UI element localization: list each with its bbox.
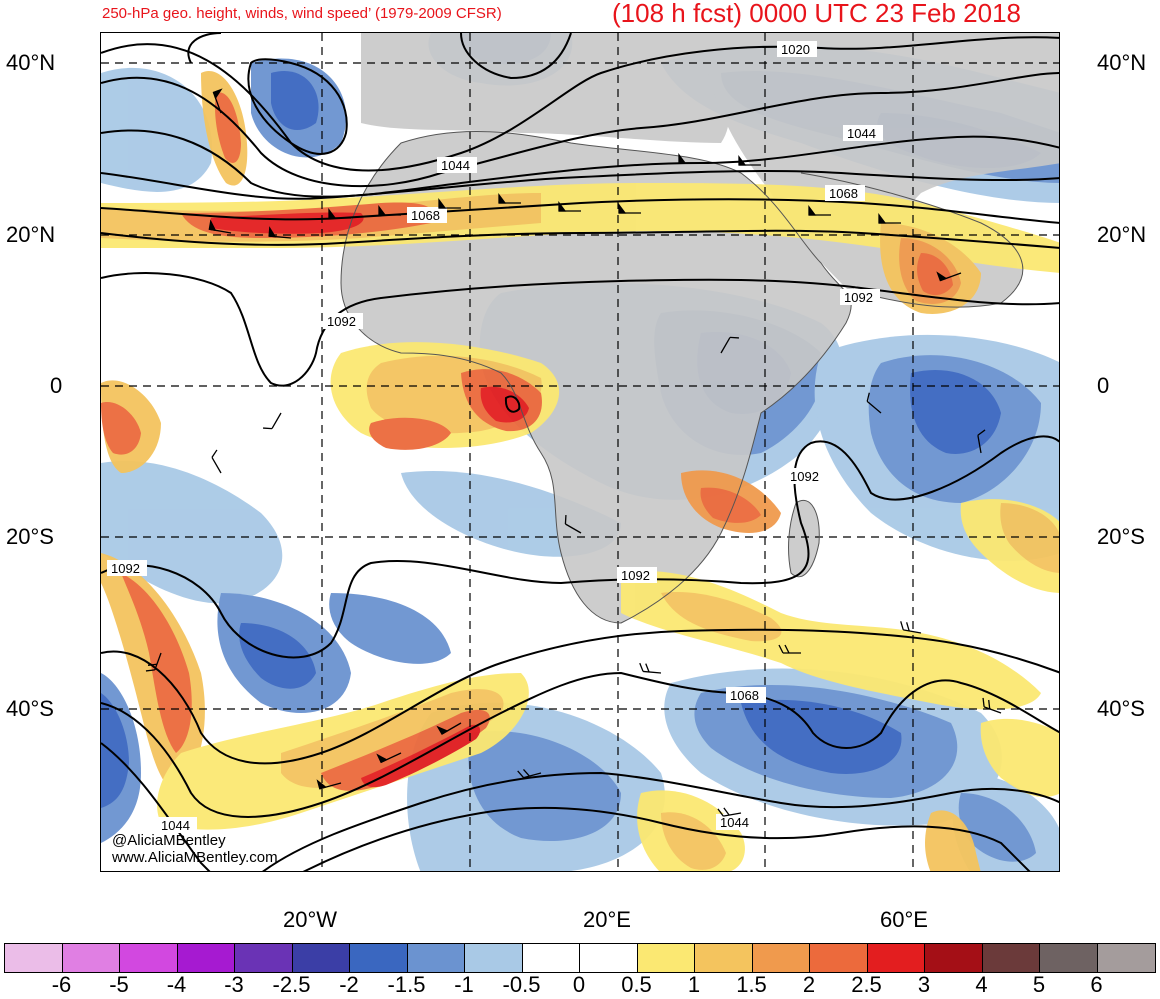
lon-label-20e: 20°E: [583, 907, 631, 932]
colorbar-swatch: [465, 944, 523, 972]
colorbar-tick-label: -6: [51, 972, 72, 997]
colorbar-swatch: [120, 944, 178, 972]
lat-label-eq-right: 0: [1097, 373, 1110, 398]
contour-label: 1092: [111, 561, 140, 576]
contour-label: 1068: [730, 688, 759, 703]
colorbar-swatch: [637, 944, 695, 972]
contour-label: 1068: [411, 208, 440, 223]
contour-label: 1044: [847, 126, 876, 141]
lon-label-20w: 20°W: [283, 907, 338, 932]
map-subtitle: 250-hPa geo. height, winds, wind speed’ …: [102, 5, 502, 22]
contour-label: 1044: [720, 815, 749, 830]
lat-label-20s-left: 20°S: [6, 524, 54, 549]
colorbar-tick-label: -1.5: [387, 972, 426, 997]
colorbar-tick-label: 1: [687, 972, 701, 997]
colorbar-tick-label: -5: [109, 972, 129, 997]
height-contours: [101, 33, 1059, 871]
lat-label-20s-right: 20°S: [1097, 524, 1145, 549]
contour-label: 1044: [161, 818, 190, 833]
positive-anomaly-shading: [101, 71, 1059, 871]
colorbar-swatch: [580, 944, 638, 972]
colorbar-tick-label: -2: [339, 972, 359, 997]
colorbar-swatch: [62, 944, 120, 972]
contour-label: 1092: [844, 290, 873, 305]
colorbar-tick-label: 3: [917, 972, 931, 997]
lat-label-40n-left: 40°N: [6, 50, 56, 75]
colorbar-tick-label: 1.5: [736, 972, 767, 997]
colorbar-tick-label: -2.5: [272, 972, 311, 997]
website-url: www.AliciaMBentley.com: [112, 849, 278, 866]
lat-label-40s-left: 40°S: [6, 696, 54, 721]
colorbar-swatch: [5, 944, 63, 972]
lat-label-20n-right: 20°N: [1097, 222, 1147, 247]
lat-label-40n-right: 40°N: [1097, 50, 1147, 75]
colorbar-swatch: [235, 944, 293, 972]
colorbar-tick-label: 2.5: [851, 972, 882, 997]
colorbar-tick-label: 5: [1032, 972, 1046, 997]
colorbar-swatch: [867, 944, 925, 972]
contour-label: 1044: [441, 158, 470, 173]
map-panel: 1020 1044 1044 1068 1068 1092 1092 1092 …: [100, 32, 1060, 872]
map-canvas: 1020 1044 1044 1068 1068 1092 1092 1092 …: [101, 33, 1059, 871]
colorbar-tick-label: 6: [1090, 972, 1103, 997]
contour-labels: 1020 1044 1044 1068 1068 1092 1092 1092 …: [107, 41, 883, 833]
author-credit: @AliciaMBentley www.AliciaMBentley.com: [112, 832, 278, 866]
contour-label: 1092: [790, 469, 819, 484]
colorbar-swatch: [925, 944, 983, 972]
colorbar-swatch: [982, 944, 1040, 972]
lon-label-60e: 60°E: [880, 907, 928, 932]
colorbar-swatch: [1097, 944, 1155, 972]
colorbar-swatch: [522, 944, 580, 972]
colorbar-tick-label: 0.5: [621, 972, 652, 997]
lat-label-20n-left: 20°N: [6, 222, 56, 247]
colorbar-tick-label: -1: [454, 972, 474, 997]
lat-label-40s-right: 40°S: [1097, 696, 1145, 721]
colorbar-swatch: [177, 944, 235, 972]
colorbar-swatch: [810, 944, 868, 972]
lat-label-eq-left: 0: [50, 373, 63, 398]
colorbar-tick-label: -3: [224, 972, 244, 997]
colorbar-swatch: [752, 944, 810, 972]
wind-barbs: [145, 88, 1002, 817]
colorbar-swatch: [350, 944, 408, 972]
contour-label: 1068: [829, 186, 858, 201]
contour-label: 1020: [781, 42, 810, 57]
twitter-handle: @AliciaMBentley: [112, 832, 226, 849]
colorbar: [4, 943, 1156, 973]
colorbar-tick-label: 0: [572, 972, 586, 997]
colorbar-swatch: [1040, 944, 1098, 972]
colorbar-tick-label: -0.5: [502, 972, 541, 997]
contour-label: 1092: [327, 314, 356, 329]
colorbar-tick-label: 4: [975, 972, 988, 997]
colorbar-tick-label: -4: [166, 972, 187, 997]
contour-label: 1092: [621, 568, 650, 583]
colorbar-swatch: [292, 944, 350, 972]
colorbar-tick-label: 2: [802, 972, 816, 997]
coastlines: [340, 130, 1024, 624]
forecast-valid-time: (108 h fcst) 0000 UTC 23 Feb 2018: [612, 0, 1022, 28]
colorbar-swatch: [695, 944, 753, 972]
colorbar-swatch: [407, 944, 465, 972]
